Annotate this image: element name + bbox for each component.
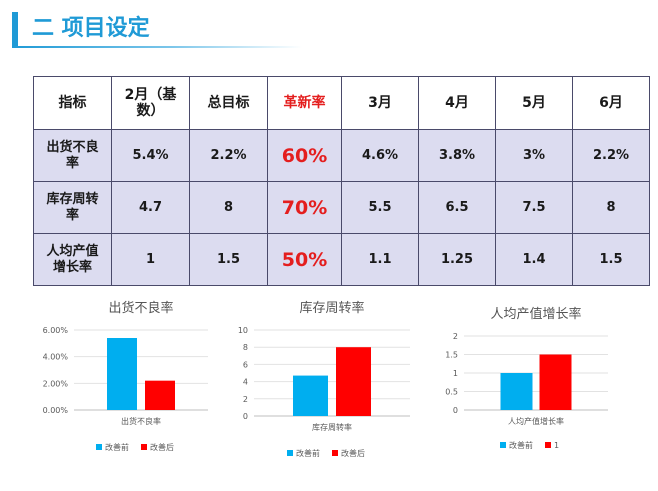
table-cell: 2.2% (189, 129, 268, 182)
y-tick-label: 0 (453, 406, 458, 415)
improvement-rate-cell: 50% (267, 233, 342, 286)
y-tick-label: 2 (453, 332, 458, 341)
row-label: 人均产值增长率 (33, 233, 112, 286)
y-tick-label: 0 (243, 412, 248, 421)
improvement-rate-cell: 70% (267, 181, 342, 234)
table-cell: 1.4 (495, 233, 573, 286)
header-improvement-rate: 革新率 (267, 76, 342, 130)
kpi-table: 指标 2月（基数） 总目标 革新率 3月 4月 5月 6月 出货不良率 5.4%… (33, 76, 650, 286)
bar-after (145, 380, 175, 410)
table-cell: 6.5 (418, 181, 496, 234)
bar-after (539, 354, 572, 410)
bar-before (500, 373, 533, 410)
table-cell: 1 (111, 233, 190, 286)
row-label-text: 人均产值增长率 (46, 243, 99, 275)
header-may: 5月 (495, 76, 573, 130)
header-jun: 6月 (572, 76, 650, 130)
y-tick-label: 2 (243, 395, 248, 404)
page-title: 二 项目设定 (32, 16, 150, 41)
legend-swatch (500, 442, 506, 448)
legend-label: 改善前 (509, 440, 533, 450)
title-accent-bar (12, 12, 18, 46)
header-apr: 4月 (418, 76, 496, 130)
header-feb-base: 2月（基数） (111, 76, 190, 130)
legend-label: 1 (554, 441, 559, 450)
chart-title: 出货不良率 (108, 300, 173, 316)
y-tick-label: 6.00% (43, 326, 69, 335)
x-category-label: 出货不良率 (121, 416, 161, 426)
legend-label: 改善前 (105, 442, 129, 452)
y-tick-label: 0.5 (445, 388, 458, 397)
table-cell: 1.1 (341, 233, 419, 286)
legend-label: 改善后 (150, 442, 174, 452)
legend-swatch (141, 444, 147, 450)
y-tick-label: 1.5 (445, 351, 458, 360)
y-tick-label: 8 (243, 343, 248, 352)
legend-swatch (545, 442, 551, 448)
row-label: 出货不良率 (33, 129, 112, 182)
improvement-rate-cell: 60% (267, 129, 342, 182)
legend-swatch (332, 450, 338, 456)
table-row: 出货不良率 5.4% 2.2% 60% 4.6% 3.8% 3% 2.2% (33, 129, 650, 182)
legend-label: 改善后 (341, 448, 365, 458)
bar-before (293, 375, 328, 416)
table-cell: 2.2% (572, 129, 650, 182)
table-cell: 8 (189, 181, 268, 234)
x-category-label: 人均产值增长率 (508, 416, 564, 426)
row-label-text: 库存周转率 (46, 191, 99, 223)
y-tick-label: 6 (243, 360, 248, 369)
title-underline (12, 46, 302, 48)
y-tick-label: 0.00% (43, 406, 69, 415)
legend-swatch (96, 444, 102, 450)
table-cell: 7.5 (495, 181, 573, 234)
header-mar: 3月 (341, 76, 419, 130)
table-row: 库存周转率 4.7 8 70% 5.5 6.5 7.5 8 (33, 181, 650, 234)
y-tick-label: 10 (238, 326, 248, 335)
table-cell: 5.4% (111, 129, 190, 182)
chart-title: 库存周转率 (299, 300, 364, 316)
x-category-label: 库存周转率 (312, 422, 352, 432)
bar-before (107, 338, 137, 410)
table-cell: 1.5 (189, 233, 268, 286)
legend-label: 改善前 (296, 448, 320, 458)
bar-after (336, 347, 371, 416)
chart-title: 人均产值增长率 (490, 306, 581, 322)
y-tick-label: 4 (243, 378, 248, 387)
table-cell: 3% (495, 129, 573, 182)
table-cell: 1.25 (418, 233, 496, 286)
y-tick-label: 4.00% (43, 353, 69, 362)
header-feb-base-label: 2月（基数） (124, 87, 177, 119)
table-cell: 8 (572, 181, 650, 234)
table-header-row: 指标 2月（基数） 总目标 革新率 3月 4月 5月 6月 (33, 76, 650, 130)
header-indicator: 指标 (33, 76, 112, 130)
y-tick-label: 2.00% (43, 379, 69, 388)
legend-swatch (287, 450, 293, 456)
table-cell: 3.8% (418, 129, 496, 182)
table-cell: 4.7 (111, 181, 190, 234)
table-cell: 1.5 (572, 233, 650, 286)
header-total-target: 总目标 (189, 76, 268, 130)
table-row: 人均产值增长率 1 1.5 50% 1.1 1.25 1.4 1.5 (33, 233, 650, 286)
table-cell: 5.5 (341, 181, 419, 234)
table-cell: 4.6% (341, 129, 419, 182)
row-label: 库存周转率 (33, 181, 112, 234)
row-label-text: 出货不良率 (46, 139, 99, 171)
y-tick-label: 1 (453, 369, 458, 378)
